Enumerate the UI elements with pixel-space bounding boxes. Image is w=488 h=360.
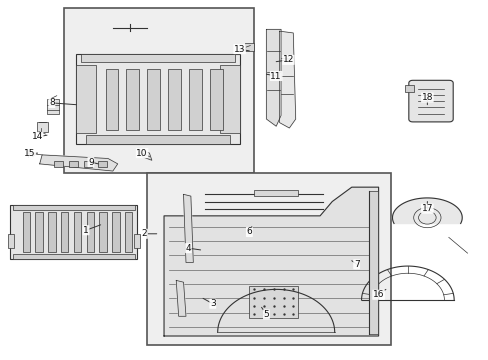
Bar <box>61 212 68 252</box>
Polygon shape <box>279 31 295 128</box>
Polygon shape <box>163 187 378 336</box>
Polygon shape <box>266 30 281 126</box>
Text: 18: 18 <box>421 93 432 102</box>
Text: 3: 3 <box>209 299 215 308</box>
Bar <box>105 69 118 130</box>
Text: 16: 16 <box>372 290 384 299</box>
Bar <box>368 191 377 334</box>
Bar <box>220 65 239 134</box>
Polygon shape <box>176 280 185 316</box>
Bar <box>125 212 132 252</box>
Bar <box>99 212 106 252</box>
Bar <box>86 135 229 144</box>
Bar <box>74 212 81 252</box>
Bar <box>98 161 107 167</box>
Text: 4: 4 <box>185 244 191 253</box>
Text: 13: 13 <box>233 45 245 54</box>
Text: 1: 1 <box>83 226 89 235</box>
Text: 15: 15 <box>24 149 36 158</box>
Text: 14: 14 <box>32 132 43 141</box>
Bar <box>8 234 14 248</box>
Bar <box>37 122 48 132</box>
Text: 2: 2 <box>142 229 147 238</box>
Bar <box>86 212 94 252</box>
Bar <box>64 8 254 173</box>
Bar <box>48 212 56 252</box>
Bar <box>10 205 137 259</box>
Bar <box>405 85 413 92</box>
Bar <box>76 65 96 134</box>
Bar <box>54 161 63 167</box>
Bar <box>168 69 180 130</box>
Bar <box>13 205 135 211</box>
Text: 17: 17 <box>421 204 432 213</box>
Bar <box>47 99 59 114</box>
Bar <box>22 212 30 252</box>
Text: 5: 5 <box>263 310 269 319</box>
Bar <box>69 161 78 167</box>
Polygon shape <box>183 194 193 262</box>
Text: 8: 8 <box>49 98 55 107</box>
Text: 9: 9 <box>88 158 94 167</box>
Text: 11: 11 <box>270 72 282 81</box>
Bar <box>210 69 222 130</box>
Bar <box>126 69 139 130</box>
Polygon shape <box>40 155 118 171</box>
Polygon shape <box>392 198 461 224</box>
Bar <box>249 286 298 318</box>
FancyBboxPatch shape <box>408 80 452 122</box>
Bar <box>76 54 239 144</box>
Text: 7: 7 <box>353 260 359 269</box>
Bar <box>81 54 234 62</box>
Polygon shape <box>140 149 152 160</box>
Bar <box>112 212 119 252</box>
Bar <box>134 234 140 248</box>
Bar <box>83 161 92 167</box>
Bar <box>254 190 298 196</box>
Text: 6: 6 <box>246 228 252 237</box>
Text: 10: 10 <box>136 149 147 158</box>
Bar <box>147 69 159 130</box>
Text: 12: 12 <box>282 55 293 64</box>
Bar <box>35 212 42 252</box>
Bar <box>245 43 254 51</box>
Bar <box>13 253 135 259</box>
Bar <box>189 69 201 130</box>
Bar <box>147 173 390 345</box>
